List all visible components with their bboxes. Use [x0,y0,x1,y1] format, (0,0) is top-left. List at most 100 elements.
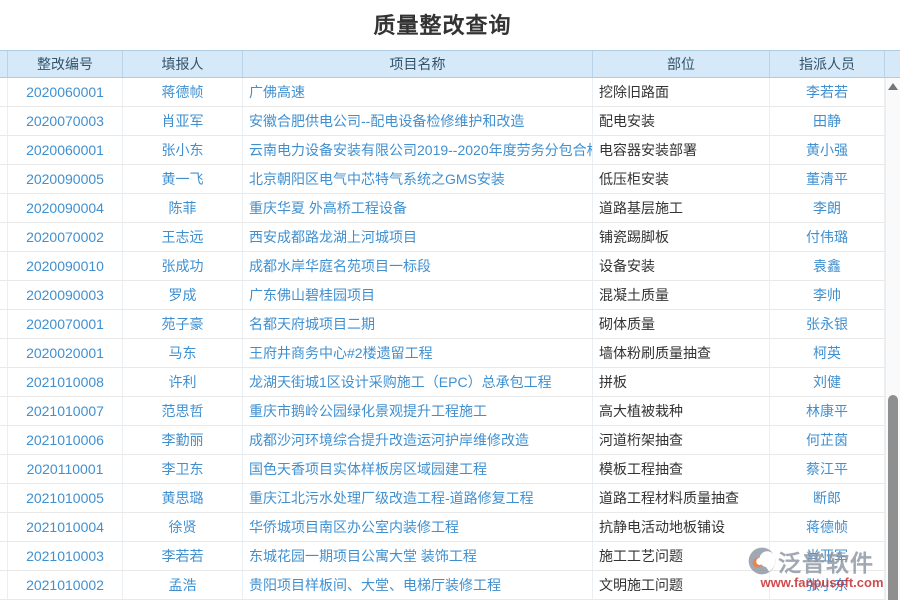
cell-reporter[interactable]: 许利 [123,368,243,396]
row-gutter [0,78,8,106]
cell-location: 配电安装 [593,107,770,135]
cell-rectification-id[interactable]: 2020060001 [8,136,123,164]
cell-project-name[interactable]: 云南电力设备安装有限公司2019--2020年度劳务分包合格供 [243,136,593,164]
cell-rectification-id[interactable]: 2020070002 [8,223,123,251]
cell-project-name[interactable]: 西安成都路龙湖上河城项目 [243,223,593,251]
cell-reporter[interactable]: 张小东 [123,136,243,164]
cell-assignee[interactable]: 蔡江平 [770,455,885,483]
cell-location: 道路基层施工 [593,194,770,222]
cell-reporter[interactable]: 马东 [123,339,243,367]
header-cell-assignee: 指派人员 [770,51,885,77]
cell-assignee[interactable]: 李帅 [770,281,885,309]
row-gutter [0,484,8,512]
cell-assignee[interactable]: 蒋德帧 [770,513,885,541]
cell-project-name[interactable]: 重庆华夏 外高桥工程设备 [243,194,593,222]
cell-rectification-id[interactable]: 2021010002 [8,571,123,599]
cell-project-name[interactable]: 龙湖天街城1区设计采购施工（EPC）总承包工程 [243,368,593,396]
cell-project-name[interactable]: 成都水岸华庭名苑项目一标段 [243,252,593,280]
cell-reporter[interactable]: 黄一飞 [123,165,243,193]
cell-reporter[interactable]: 李勤丽 [123,426,243,454]
cell-rectification-id[interactable]: 2021010004 [8,513,123,541]
cell-rectification-id[interactable]: 2021010006 [8,426,123,454]
cell-rectification-id[interactable]: 2020090010 [8,252,123,280]
cell-rectification-id[interactable]: 2020070001 [8,310,123,338]
cell-rectification-id[interactable]: 2021010005 [8,484,123,512]
cell-project-name[interactable]: 广东佛山碧桂园项目 [243,281,593,309]
row-gutter [0,136,8,164]
table-row: 2020060001 张小东 云南电力设备安装有限公司2019--2020年度劳… [0,136,885,165]
scroll-up-arrow-icon[interactable] [888,83,898,90]
cell-location: 抗静电活动地板铺设 [593,513,770,541]
row-gutter [0,542,8,570]
scrollbar-thumb[interactable] [888,395,898,600]
cell-location: 高大植被栽种 [593,397,770,425]
cell-project-name[interactable]: 国色天香项目实体样板房区域园建工程 [243,455,593,483]
cell-rectification-id[interactable]: 2021010008 [8,368,123,396]
cell-rectification-id[interactable]: 2020110001 [8,455,123,483]
cell-assignee[interactable]: 柯英 [770,339,885,367]
cell-assignee[interactable]: 肖亚军 [770,542,885,570]
row-gutter [0,252,8,280]
cell-rectification-id[interactable]: 2021010003 [8,542,123,570]
cell-rectification-id[interactable]: 2020060001 [8,78,123,106]
cell-rectification-id[interactable]: 2020070003 [8,107,123,135]
cell-project-name[interactable]: 华侨城项目南区办公室内装修工程 [243,513,593,541]
cell-project-name[interactable]: 王府井商务中心#2楼遗留工程 [243,339,593,367]
cell-project-name[interactable]: 安徽合肥供电公司--配电设备检修维护和改造 [243,107,593,135]
cell-reporter[interactable]: 苑子豪 [123,310,243,338]
cell-project-name[interactable]: 东城花园一期项目公寓大堂 装饰工程 [243,542,593,570]
cell-location: 墙体粉刷质量抽查 [593,339,770,367]
cell-reporter[interactable]: 孟浩 [123,571,243,599]
cell-rectification-id[interactable]: 2020020001 [8,339,123,367]
cell-location: 电容器安装部署 [593,136,770,164]
cell-reporter[interactable]: 李卫东 [123,455,243,483]
cell-location: 挖除旧路面 [593,78,770,106]
cell-location: 拼板 [593,368,770,396]
cell-reporter[interactable]: 黄思璐 [123,484,243,512]
cell-reporter[interactable]: 陈菲 [123,194,243,222]
table-row: 2021010002 孟浩 贵阳项目样板间、大堂、电梯厅装修工程 文明施工问题 … [0,571,885,600]
watermark-brand: 泛普软件 [778,550,874,576]
cell-reporter[interactable]: 李若若 [123,542,243,570]
cell-assignee[interactable]: 何芷茵 [770,426,885,454]
table-row: 2021010004 徐贤 华侨城项目南区办公室内装修工程 抗静电活动地板铺设 … [0,513,885,542]
cell-reporter[interactable]: 蒋德帧 [123,78,243,106]
cell-project-name[interactable]: 名都天府城项目二期 [243,310,593,338]
rectification-table: 整改编号 填报人 项目名称 部位 指派人员 2020060001 蒋德帧 广佛高… [0,50,900,600]
cell-project-name[interactable]: 贵阳项目样板间、大堂、电梯厅装修工程 [243,571,593,599]
cell-assignee[interactable]: 袁鑫 [770,252,885,280]
cell-assignee[interactable]: 刘健 [770,368,885,396]
cell-reporter[interactable]: 范思哲 [123,397,243,425]
cell-reporter[interactable]: 张成功 [123,252,243,280]
cell-project-name[interactable]: 成都沙河环境综合提升改造运河护岸维修改造 [243,426,593,454]
cell-assignee[interactable]: 董清平 [770,165,885,193]
cell-project-name[interactable]: 重庆江北污水处理厂级改造工程-道路修复工程 [243,484,593,512]
cell-rectification-id[interactable]: 2020090005 [8,165,123,193]
cell-assignee[interactable]: 张永银 [770,310,885,338]
table-row: 2021010005 黄思璐 重庆江北污水处理厂级改造工程-道路修复工程 道路工… [0,484,885,513]
row-gutter [0,368,8,396]
table-header: 整改编号 填报人 项目名称 部位 指派人员 [0,50,900,78]
vertical-scrollbar[interactable] [885,78,900,600]
cell-assignee[interactable]: 田静 [770,107,885,135]
cell-rectification-id[interactable]: 2020090004 [8,194,123,222]
cell-assignee[interactable]: 林康平 [770,397,885,425]
cell-assignee[interactable]: 李若若 [770,78,885,106]
table-row: 2021010006 李勤丽 成都沙河环境综合提升改造运河护岸维修改造 河道桁架… [0,426,885,455]
cell-assignee[interactable]: 付伟璐 [770,223,885,251]
cell-assignee[interactable]: 黄小强 [770,136,885,164]
cell-rectification-id[interactable]: 2020090003 [8,281,123,309]
cell-assignee[interactable]: 张小东 [770,571,885,599]
cell-rectification-id[interactable]: 2021010007 [8,397,123,425]
cell-project-name[interactable]: 广佛高速 [243,78,593,106]
cell-reporter[interactable]: 肖亚军 [123,107,243,135]
cell-reporter[interactable]: 罗成 [123,281,243,309]
row-gutter [0,397,8,425]
cell-project-name[interactable]: 重庆市鹅岭公园绿化景观提升工程施工 [243,397,593,425]
cell-project-name[interactable]: 北京朝阳区电气中芯特气系统之GMS安装 [243,165,593,193]
cell-assignee[interactable]: 断郎 [770,484,885,512]
row-gutter [0,107,8,135]
cell-assignee[interactable]: 李朗 [770,194,885,222]
cell-reporter[interactable]: 王志远 [123,223,243,251]
cell-reporter[interactable]: 徐贤 [123,513,243,541]
